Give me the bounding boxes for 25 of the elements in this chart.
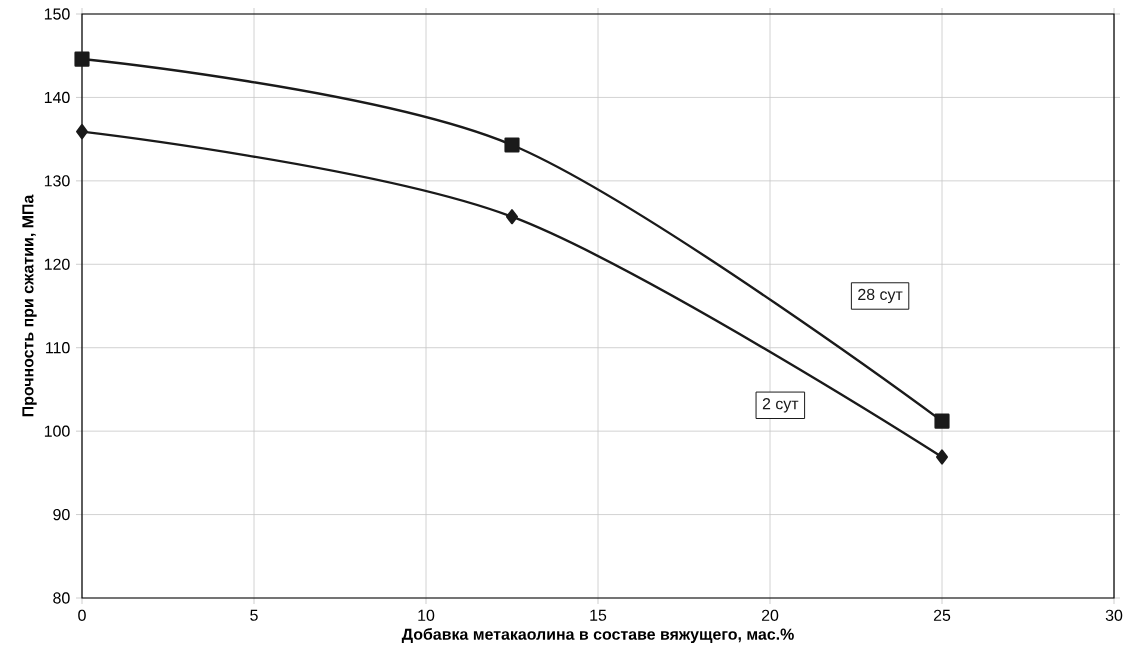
point [934, 413, 950, 429]
y-tick-label: 80 [53, 592, 70, 604]
y-tick-label: 90 [53, 508, 70, 521]
x-tick-label: 15 [590, 609, 607, 621]
y-axis-title: Прочность при сжатии, МПа [22, 194, 37, 417]
point [506, 209, 518, 225]
text: 28 сут [858, 288, 903, 304]
point [504, 137, 520, 153]
x-tick-label: 30 [1105, 609, 1123, 621]
y-tick-label: 150 [44, 8, 70, 20]
point [76, 124, 88, 140]
y-tick-label: 110 [46, 342, 70, 354]
x-tick-label: 5 [250, 609, 258, 621]
point [74, 51, 90, 67]
x-axis-title: Добавка метакаолина в составе вяжущего, мас.% [401, 628, 794, 644]
y-tick-label: 140 [44, 91, 70, 104]
x-tick-label: 25 [933, 609, 951, 621]
x-tick-label: 10 [418, 609, 435, 621]
series-label: 2 сут [762, 398, 799, 413]
x-tick-label: 0 [78, 609, 86, 621]
point [936, 449, 948, 465]
y-tick-label: 120 [44, 258, 70, 270]
y-tick-label: 100 [44, 425, 70, 437]
y-tick-label: 130 [44, 175, 70, 187]
x-tick-label: 20 [761, 609, 779, 621]
